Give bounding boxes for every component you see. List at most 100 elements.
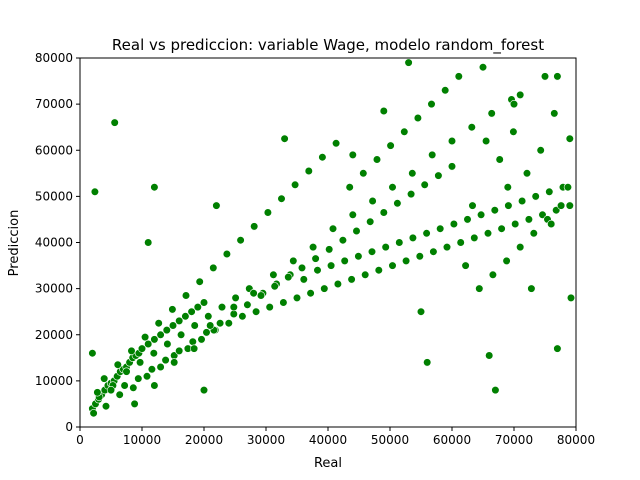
data-point [529, 229, 538, 238]
data-point [502, 256, 511, 266]
points-layer [88, 58, 576, 418]
data-point [415, 252, 424, 261]
data-point [550, 109, 559, 118]
data-point [547, 219, 556, 229]
data-point [442, 243, 452, 252]
data-point [470, 233, 479, 242]
y-tick-label: 70000 [35, 97, 73, 111]
data-point [216, 319, 225, 328]
data-point [269, 270, 278, 279]
x-tick-label: 70000 [495, 433, 533, 447]
data-point [249, 289, 258, 298]
data-point [565, 201, 574, 210]
data-point [454, 72, 463, 81]
data-point [478, 63, 488, 72]
y-tick-label: 40000 [35, 236, 73, 250]
data-point [150, 381, 159, 390]
chart-title: Real vs prediccion: variable Wage, model… [112, 36, 544, 55]
data-point [93, 388, 102, 397]
data-point [284, 273, 293, 282]
data-point [400, 127, 409, 136]
data-point [149, 349, 158, 358]
data-point [263, 208, 273, 217]
data-point [142, 372, 152, 381]
data-point [311, 254, 320, 263]
data-point [468, 201, 477, 210]
data-point [127, 346, 136, 356]
data-point [318, 153, 327, 162]
data-point [150, 183, 159, 192]
data-point [134, 374, 143, 383]
data-point [130, 399, 139, 409]
data-point [277, 194, 286, 203]
data-point [388, 183, 397, 192]
data-point [441, 86, 450, 95]
data-point [497, 224, 506, 233]
data-point [187, 307, 196, 316]
x-tick-label: 80000 [557, 433, 595, 447]
data-point [250, 222, 259, 231]
y-tick-label: 20000 [35, 328, 73, 342]
data-point [436, 224, 445, 233]
x-axis-label: Real [314, 456, 342, 471]
data-point [422, 229, 431, 238]
data-point [100, 374, 109, 383]
y-tick-label: 0 [65, 420, 73, 434]
data-point [181, 291, 191, 300]
data-point [229, 309, 238, 319]
data-point [306, 289, 315, 298]
data-point [475, 284, 484, 293]
data-point [217, 303, 227, 312]
data-point [163, 339, 172, 349]
data-point [150, 335, 159, 344]
data-point [516, 90, 525, 99]
x-tick-label: 60000 [433, 433, 471, 447]
data-point [175, 316, 184, 326]
data-point [423, 358, 432, 367]
data-point [538, 210, 547, 219]
data-point [522, 169, 532, 178]
data-point [428, 150, 437, 159]
data-point [352, 226, 361, 236]
data-point [209, 263, 218, 273]
data-point [503, 183, 512, 192]
data-point [231, 293, 240, 303]
data-point [190, 321, 199, 330]
data-point [224, 319, 233, 328]
data-point [156, 330, 165, 339]
data-point [348, 150, 357, 159]
data-point [447, 162, 457, 171]
data-point [136, 358, 145, 367]
data-point [429, 247, 438, 256]
x-tick-label: 10000 [123, 433, 161, 447]
data-point [372, 155, 382, 164]
data-point [327, 261, 336, 270]
data-point [204, 312, 213, 321]
data-point [236, 236, 245, 245]
data-point [89, 409, 98, 418]
data-point [280, 134, 289, 143]
data-point [359, 169, 368, 178]
x-axis: 0 10000 20000 30000 40000 50000 60000 70000 8000… [76, 427, 595, 447]
data-point [129, 383, 138, 392]
data-point [366, 217, 375, 226]
data-point [487, 109, 496, 118]
data-point [449, 219, 459, 229]
data-point [427, 99, 436, 109]
data-point [536, 146, 545, 155]
data-point [491, 386, 500, 395]
data-point [162, 326, 171, 335]
data-point [90, 187, 99, 196]
data-point [256, 291, 266, 300]
data-point [434, 171, 443, 180]
data-point [299, 275, 308, 284]
x-tick-label: 0 [76, 433, 84, 447]
x-tick-label: 40000 [309, 433, 347, 447]
data-point [279, 298, 288, 307]
data-point [212, 201, 221, 210]
data-point [144, 238, 153, 247]
data-point [379, 208, 388, 217]
data-point [193, 303, 202, 312]
data-point [408, 233, 418, 242]
y-axis-label: Prediccion [7, 210, 22, 277]
